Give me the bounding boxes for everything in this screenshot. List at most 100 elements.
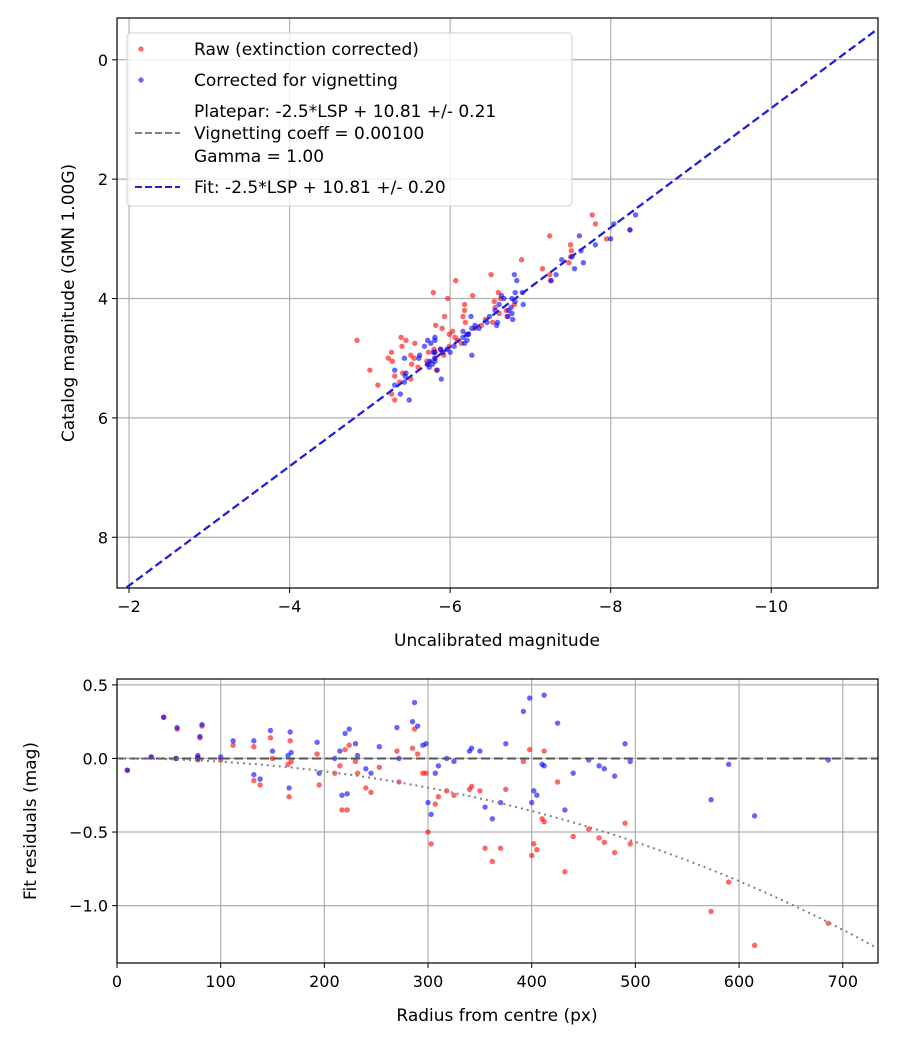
bottom-y-tick-label: −1.0 <box>69 897 108 916</box>
bottom-x-tick-label: 0 <box>112 972 122 991</box>
bottom-chart: 0 100 200 300 400 500 600 700 0.5 0.0 −0.5 −1.0 <box>69 676 879 991</box>
top-raw-point <box>432 322 439 329</box>
bottom-raw-point <box>344 807 350 813</box>
top-fit-lines <box>123 27 878 588</box>
top-x-tick-label: −6 <box>438 597 462 616</box>
top-raw-point <box>539 265 546 272</box>
bottom-raw-point <box>489 858 496 865</box>
bottom-x-tick-label: 600 <box>724 972 755 991</box>
bottom-raw-point <box>611 849 618 856</box>
top-raw-point <box>388 349 395 355</box>
top-raw-point <box>567 242 574 248</box>
top-raw-point <box>469 292 476 299</box>
bottom-raw-point <box>726 879 732 885</box>
top-corrected-point <box>520 301 526 308</box>
bottom-raw-point <box>354 770 361 776</box>
bottom-corrected-point <box>423 741 429 747</box>
top-raw-point <box>518 257 525 263</box>
bottom-plot-frame <box>116 678 879 964</box>
top-x-tick-label: −2 <box>117 597 141 616</box>
top-corrected-point <box>559 257 565 263</box>
bottom-corrected-point <box>529 799 535 806</box>
top-corrected-point <box>468 313 474 320</box>
top-raw-point <box>425 349 432 355</box>
bottom-raw-point <box>363 785 369 791</box>
legend: Raw (extinction corrected) Corrected for… <box>126 32 573 207</box>
bottom-raw-point <box>346 742 352 748</box>
bottom-corrected-point <box>627 758 633 765</box>
bottom-raw-point <box>337 763 343 769</box>
vignetting-model-curve <box>117 757 877 949</box>
top-raw-point <box>491 298 497 305</box>
bottom-raw-point <box>601 839 607 846</box>
top-raw-point <box>354 337 360 344</box>
top-raw-point <box>589 212 595 218</box>
bottom-corrected-point <box>468 745 475 751</box>
bottom-corrected-point <box>554 720 561 726</box>
bottom-raw-point <box>316 782 322 788</box>
bottom-corrected-point <box>199 721 205 728</box>
bottom-raw-point <box>627 841 633 847</box>
bottom-y-tick-label: 0.5 <box>83 676 108 695</box>
bottom-corrected-point <box>344 791 350 797</box>
bottom-corrected-point <box>611 773 618 779</box>
top-corrected-point <box>469 352 475 358</box>
fit-line <box>123 27 878 588</box>
top-raw-point <box>430 289 436 296</box>
top-corrected-point <box>580 260 587 266</box>
bottom-corrected-point <box>751 813 758 819</box>
bottom-corrected-point <box>394 724 400 731</box>
bottom-raw-point <box>314 751 320 757</box>
bottom-corrected-point <box>520 708 527 715</box>
top-raw-point <box>399 343 405 349</box>
top-raw-point <box>367 367 373 373</box>
top-raw-point <box>453 277 459 284</box>
bottom-raw-point <box>570 833 576 840</box>
bottom-x-tick-label: 100 <box>205 972 236 991</box>
top-y-tick-label: 4 <box>98 290 108 309</box>
bottom-raw-point <box>562 869 568 875</box>
legend-corrected-label: Corrected for vignetting <box>194 71 398 91</box>
bottom-corrected-point <box>269 748 276 754</box>
top-raw-point <box>592 221 599 227</box>
top-corrected-point <box>548 277 554 284</box>
bottom-raw-point <box>451 792 457 798</box>
top-corrected-point <box>627 227 633 233</box>
top-corrected-point <box>464 337 470 344</box>
top-raw-point <box>408 352 414 358</box>
bottom-raw-point <box>497 845 504 851</box>
bottom-corrected-point <box>622 741 628 747</box>
top-raw-point <box>489 319 496 326</box>
bottom-corrected-point <box>354 752 361 759</box>
top-raw-point <box>488 271 494 278</box>
top-x-tick-label: −4 <box>278 597 302 616</box>
bottom-raw-point <box>269 755 276 762</box>
bottom-raw-point <box>586 826 592 832</box>
top-y-tick-label: 6 <box>98 409 108 428</box>
top-raw-point <box>603 236 610 242</box>
bottom-raw-point <box>482 845 488 851</box>
bottom-corrected-point <box>230 738 236 744</box>
bottom-raw-point <box>286 794 292 800</box>
top-corrected-point <box>460 328 466 335</box>
top-corrected-point <box>508 304 514 311</box>
top-raw-point <box>375 382 381 388</box>
bottom-raw-point <box>342 746 348 753</box>
top-raw-point <box>568 248 575 254</box>
top-y-tick-label: 8 <box>98 528 108 547</box>
bottom-raw-point <box>251 777 257 784</box>
bottom-x-tick-label: 500 <box>620 972 651 991</box>
bottom-corrected-point <box>286 785 292 791</box>
top-corrected-point <box>392 367 398 373</box>
bottom-reference-lines <box>117 757 878 949</box>
top-corrected-point <box>510 316 516 323</box>
bottom-raw-point <box>425 829 431 835</box>
top-raw-point <box>398 334 404 341</box>
bottom-corrected-point <box>376 743 383 750</box>
legend-box <box>126 32 573 207</box>
bottom-corrected-point <box>425 799 431 806</box>
bottom-corrected-point <box>409 718 416 725</box>
top-raw-point <box>392 373 398 379</box>
top-corrected-point <box>607 236 614 242</box>
